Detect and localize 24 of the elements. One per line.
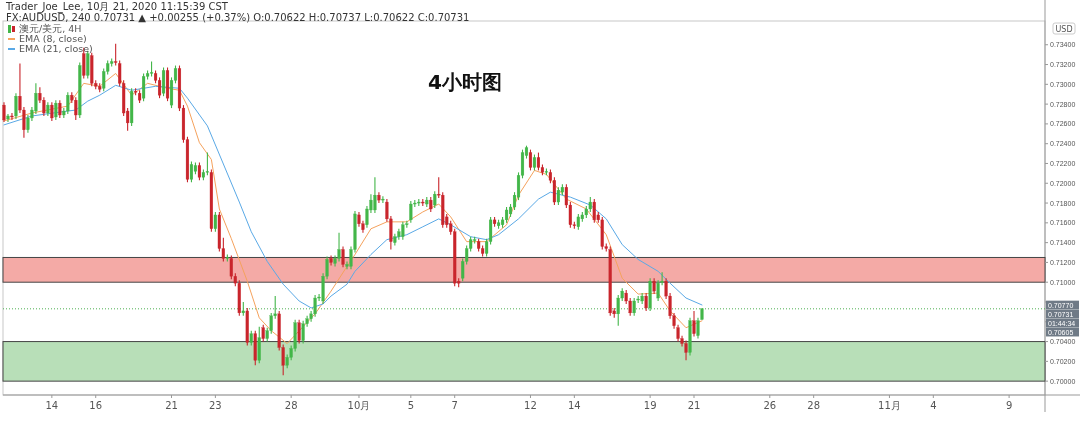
x-tick-label: 10月: [347, 400, 371, 411]
x-tick-label: 16: [89, 400, 103, 411]
x-tick-label: 19: [643, 400, 657, 411]
text: 4小时图: [428, 70, 502, 94]
x-tick-label: 12: [524, 400, 537, 411]
x-tick-label: 11月: [878, 400, 901, 411]
x-tick-label: 28: [284, 400, 298, 411]
x-tick-label: 21: [165, 400, 178, 411]
x-tick-label: 23: [209, 400, 222, 411]
x-tick-label: 28: [807, 400, 821, 411]
x-tick-label: 4: [930, 400, 937, 411]
legend-item: 澳元/美元, 4H: [8, 23, 82, 34]
x-tick-label: 14: [567, 400, 581, 411]
x-tick-label: 21: [687, 400, 701, 411]
ylabel: USD: [1052, 22, 1076, 35]
x-tick-label: 26: [763, 400, 777, 411]
legend-item: EMA (8, close): [7, 33, 87, 44]
legend-item: EMA (21, close): [7, 43, 93, 54]
annotation: FX:AUDUSD, 240 0.70731 ▲ +0.00255 (+0.37%) O:0.70622 H:0.70737 L:0.70622 C:0.70731: [6, 12, 470, 23]
x-tick-label: 7: [451, 400, 458, 411]
x-tick-label: 9: [1005, 400, 1013, 411]
x-tick-label: 5: [407, 400, 415, 411]
x-tick-label: 14: [45, 400, 59, 411]
text: Trader_Joe_Lee, 10月 21, 2020 11:15:39 CST: [5, 1, 229, 13]
